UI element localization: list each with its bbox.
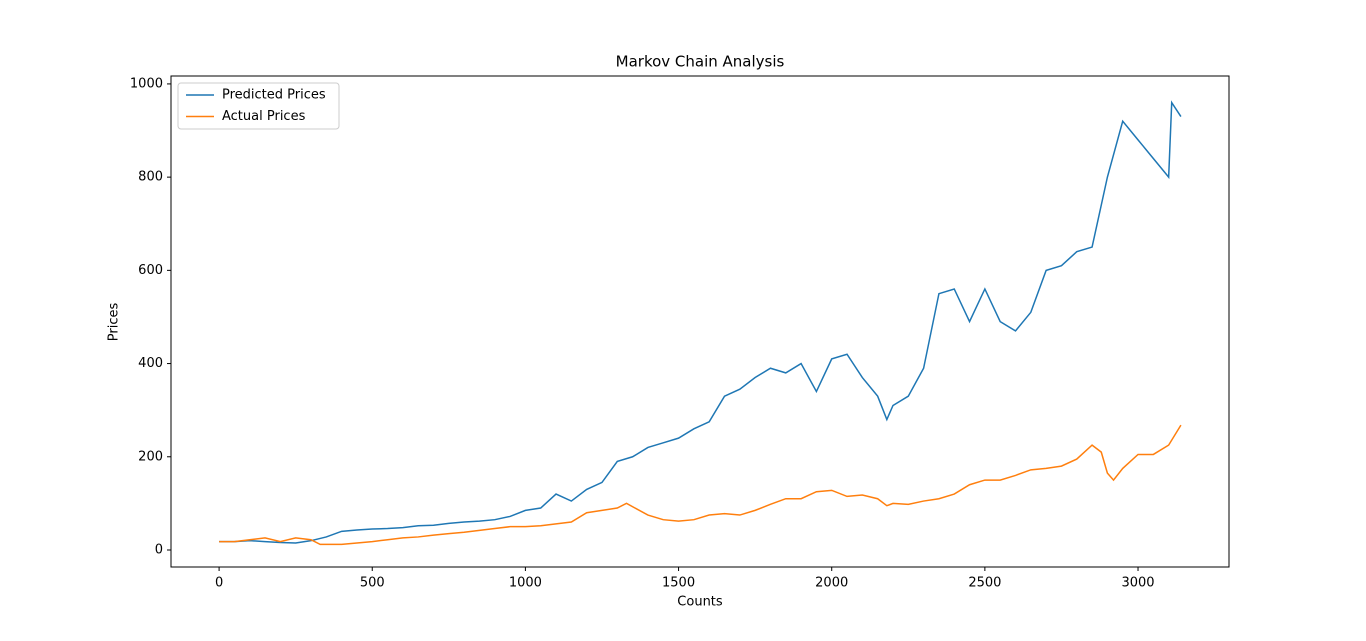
y-tick-label: 400	[138, 356, 163, 371]
data-line	[219, 424, 1182, 546]
x-tick-label: 3000	[1121, 576, 1154, 591]
x-tick-label: 2500	[968, 576, 1001, 591]
x-tick-label: 2000	[815, 576, 848, 591]
x-tick-label: 1500	[662, 576, 695, 591]
legend-label: Actual Prices	[222, 109, 306, 124]
chart-title: Markov Chain Analysis	[616, 53, 785, 71]
legend-label: Predicted Prices	[222, 88, 326, 103]
data-line	[219, 100, 1182, 544]
x-tick-label: 500	[360, 576, 385, 591]
y-tick-label: 800	[138, 170, 163, 185]
y-tick-label: 1000	[130, 76, 163, 91]
plot-frame	[170, 75, 1230, 568]
y-tick-label: 600	[138, 263, 163, 278]
x-axis-label: Counts	[677, 595, 723, 610]
x-tick-label: 0	[215, 576, 223, 591]
y-axis-label: Prices	[107, 303, 122, 342]
legend-box	[177, 82, 340, 130]
x-tick-label: 1000	[509, 576, 542, 591]
y-tick-label: 0	[155, 542, 163, 557]
y-tick-label: 200	[138, 449, 163, 464]
